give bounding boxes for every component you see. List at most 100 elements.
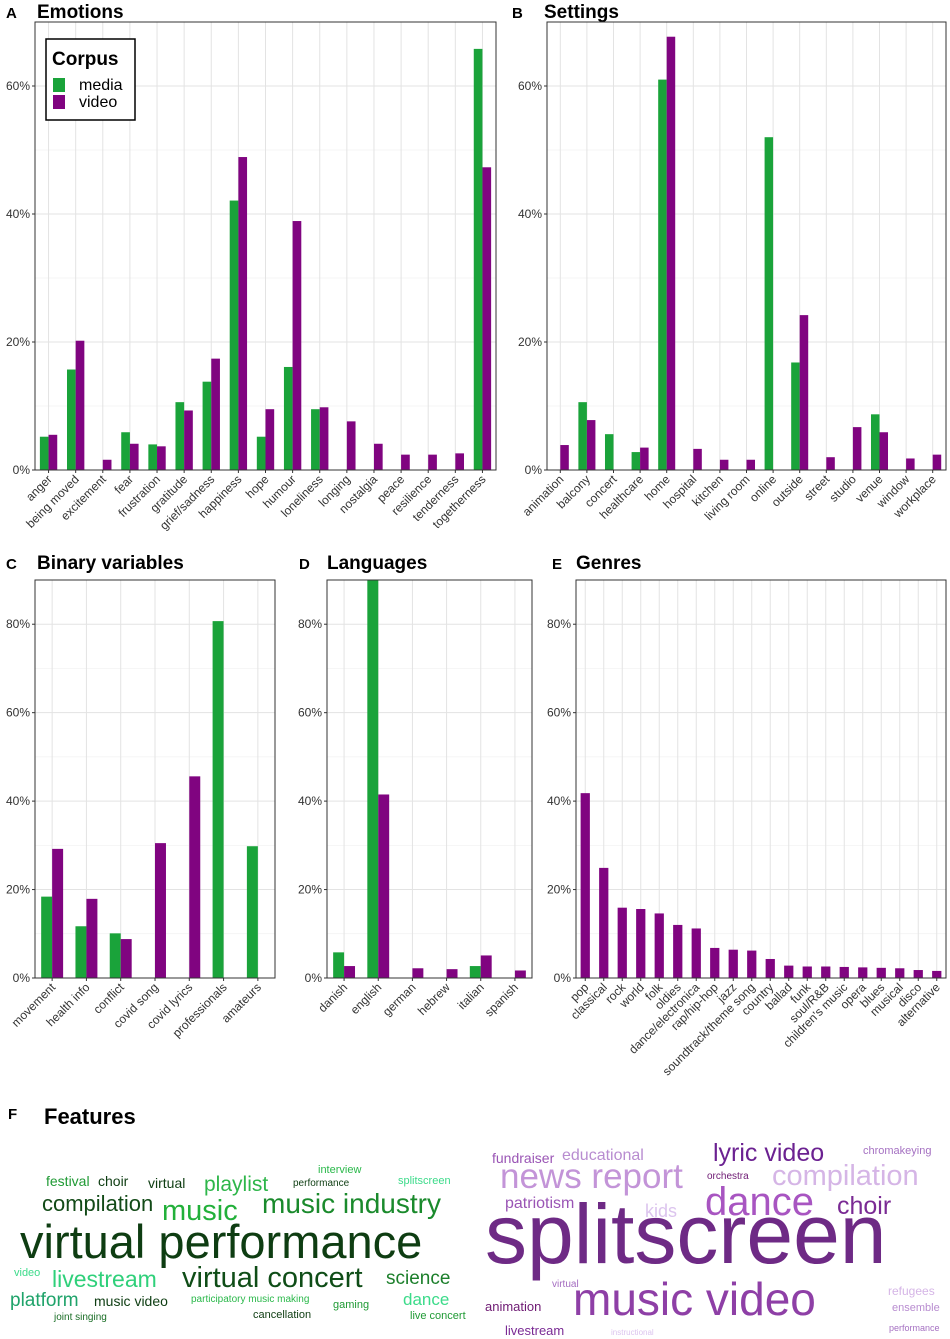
bar-video bbox=[876, 967, 886, 978]
bar-video bbox=[799, 315, 809, 470]
bar-video bbox=[292, 221, 302, 470]
wc-media-word: splitscreen bbox=[398, 1175, 451, 1187]
bar-video bbox=[640, 447, 649, 470]
wc-media-word: live concert bbox=[410, 1310, 466, 1322]
wc-video-word: ensemble bbox=[892, 1302, 940, 1314]
bar-video bbox=[102, 459, 112, 470]
bar-video bbox=[211, 358, 220, 470]
y-tick-label: 60% bbox=[6, 706, 30, 720]
bar-video bbox=[514, 970, 526, 978]
bar-video bbox=[120, 939, 132, 978]
wc-media-word: gaming bbox=[333, 1299, 370, 1311]
bar-video bbox=[482, 167, 492, 470]
y-tick-label: 0% bbox=[13, 971, 31, 985]
y-tick-label: 0% bbox=[305, 971, 323, 985]
plot-area-genres bbox=[576, 580, 946, 978]
legend-label-media: media bbox=[79, 77, 123, 94]
panel-title-settings: Settings bbox=[544, 2, 619, 23]
bar-media bbox=[578, 402, 587, 470]
bar-video bbox=[784, 965, 794, 978]
bar-video bbox=[710, 947, 720, 978]
panel-title-emotions: Emotions bbox=[37, 2, 124, 23]
bar-video bbox=[48, 434, 58, 470]
bar-media bbox=[870, 414, 880, 470]
wc-media-word: science bbox=[386, 1268, 451, 1289]
wc-video-word: performance bbox=[889, 1323, 940, 1333]
bar-video bbox=[265, 409, 275, 470]
bar-video bbox=[446, 969, 458, 978]
bar-video bbox=[189, 776, 201, 978]
wc-media-word: music video bbox=[94, 1293, 168, 1309]
panel-title-features: Features bbox=[44, 1104, 136, 1129]
panel-title-languages: Languages bbox=[327, 553, 427, 574]
bar-video bbox=[52, 848, 64, 978]
y-tick-label: 60% bbox=[6, 79, 30, 93]
bar-video bbox=[839, 966, 849, 978]
wc-video-word: chromakeying bbox=[863, 1145, 932, 1157]
panel-border bbox=[326, 579, 533, 979]
bar-media bbox=[791, 362, 800, 470]
bar-media bbox=[39, 436, 49, 470]
panel-letter-f: F bbox=[8, 1106, 18, 1123]
panel-letter-b: B bbox=[512, 5, 523, 22]
x-tick-label: studio bbox=[826, 472, 859, 505]
bar-media bbox=[658, 79, 667, 470]
bar-video bbox=[913, 970, 923, 978]
wc-media-word: joint singing bbox=[54, 1312, 107, 1323]
wc-video-word: kids bbox=[645, 1201, 678, 1221]
bar-video bbox=[586, 420, 596, 470]
wc-media-word: cancellation bbox=[253, 1309, 312, 1321]
bar-video bbox=[346, 421, 356, 470]
bar-media bbox=[202, 381, 212, 470]
wc-media-word: music bbox=[162, 1195, 238, 1227]
y-tick-label: 20% bbox=[518, 335, 542, 349]
bar-video bbox=[184, 410, 193, 470]
bar-video bbox=[728, 949, 738, 978]
bar-video bbox=[746, 459, 756, 470]
wc-media-word: dance bbox=[403, 1290, 450, 1309]
bar-media bbox=[41, 896, 53, 978]
legend-label-video: video bbox=[79, 94, 117, 111]
wc-media-word: choir bbox=[98, 1173, 129, 1189]
wc-media-word: music industry bbox=[262, 1188, 441, 1219]
wc-media-word: virtual concert bbox=[182, 1262, 363, 1294]
x-tick-label: italian bbox=[455, 980, 487, 1012]
bar-media bbox=[469, 966, 481, 978]
bar-media bbox=[121, 432, 130, 470]
wc-video-word: instructional bbox=[611, 1328, 654, 1337]
bar-media bbox=[473, 48, 483, 470]
bar-video bbox=[129, 443, 139, 470]
bar-video bbox=[719, 459, 729, 470]
bar-video bbox=[693, 448, 702, 470]
bar-media bbox=[631, 452, 641, 470]
y-tick-label: 0% bbox=[554, 971, 572, 985]
panel-title-genres: Genres bbox=[576, 553, 641, 574]
bar-video bbox=[747, 950, 757, 978]
legend-swatch-video bbox=[53, 95, 65, 109]
bar-video bbox=[617, 907, 627, 978]
wc-media-word: compilation bbox=[42, 1191, 154, 1216]
wc-media-word: video bbox=[14, 1267, 41, 1279]
bar-media bbox=[256, 436, 266, 470]
bar-video bbox=[765, 958, 775, 978]
bar-video bbox=[580, 793, 590, 978]
x-tick-label: german bbox=[380, 980, 419, 1019]
wc-video-word: music video bbox=[573, 1273, 816, 1325]
bar-media bbox=[66, 369, 76, 470]
bar-media bbox=[367, 580, 379, 978]
y-tick-label: 80% bbox=[6, 617, 30, 631]
bar-media bbox=[283, 366, 293, 470]
bar-video bbox=[428, 454, 437, 470]
bar-video bbox=[858, 967, 868, 978]
y-tick-label: 80% bbox=[547, 617, 571, 631]
wc-video-word: fundraiser bbox=[492, 1150, 555, 1166]
y-tick-label: 20% bbox=[298, 883, 322, 897]
wc-media-word: performance bbox=[293, 1178, 350, 1189]
y-tick-label: 60% bbox=[298, 706, 322, 720]
y-tick-label: 20% bbox=[6, 335, 30, 349]
bar-video bbox=[879, 432, 889, 470]
wc-media-word: festival bbox=[46, 1173, 90, 1189]
wc-media-word: interview bbox=[318, 1164, 362, 1176]
word-cloud-video: splitscreen music video dance news repor… bbox=[475, 1090, 950, 1339]
bar-media bbox=[109, 933, 121, 978]
